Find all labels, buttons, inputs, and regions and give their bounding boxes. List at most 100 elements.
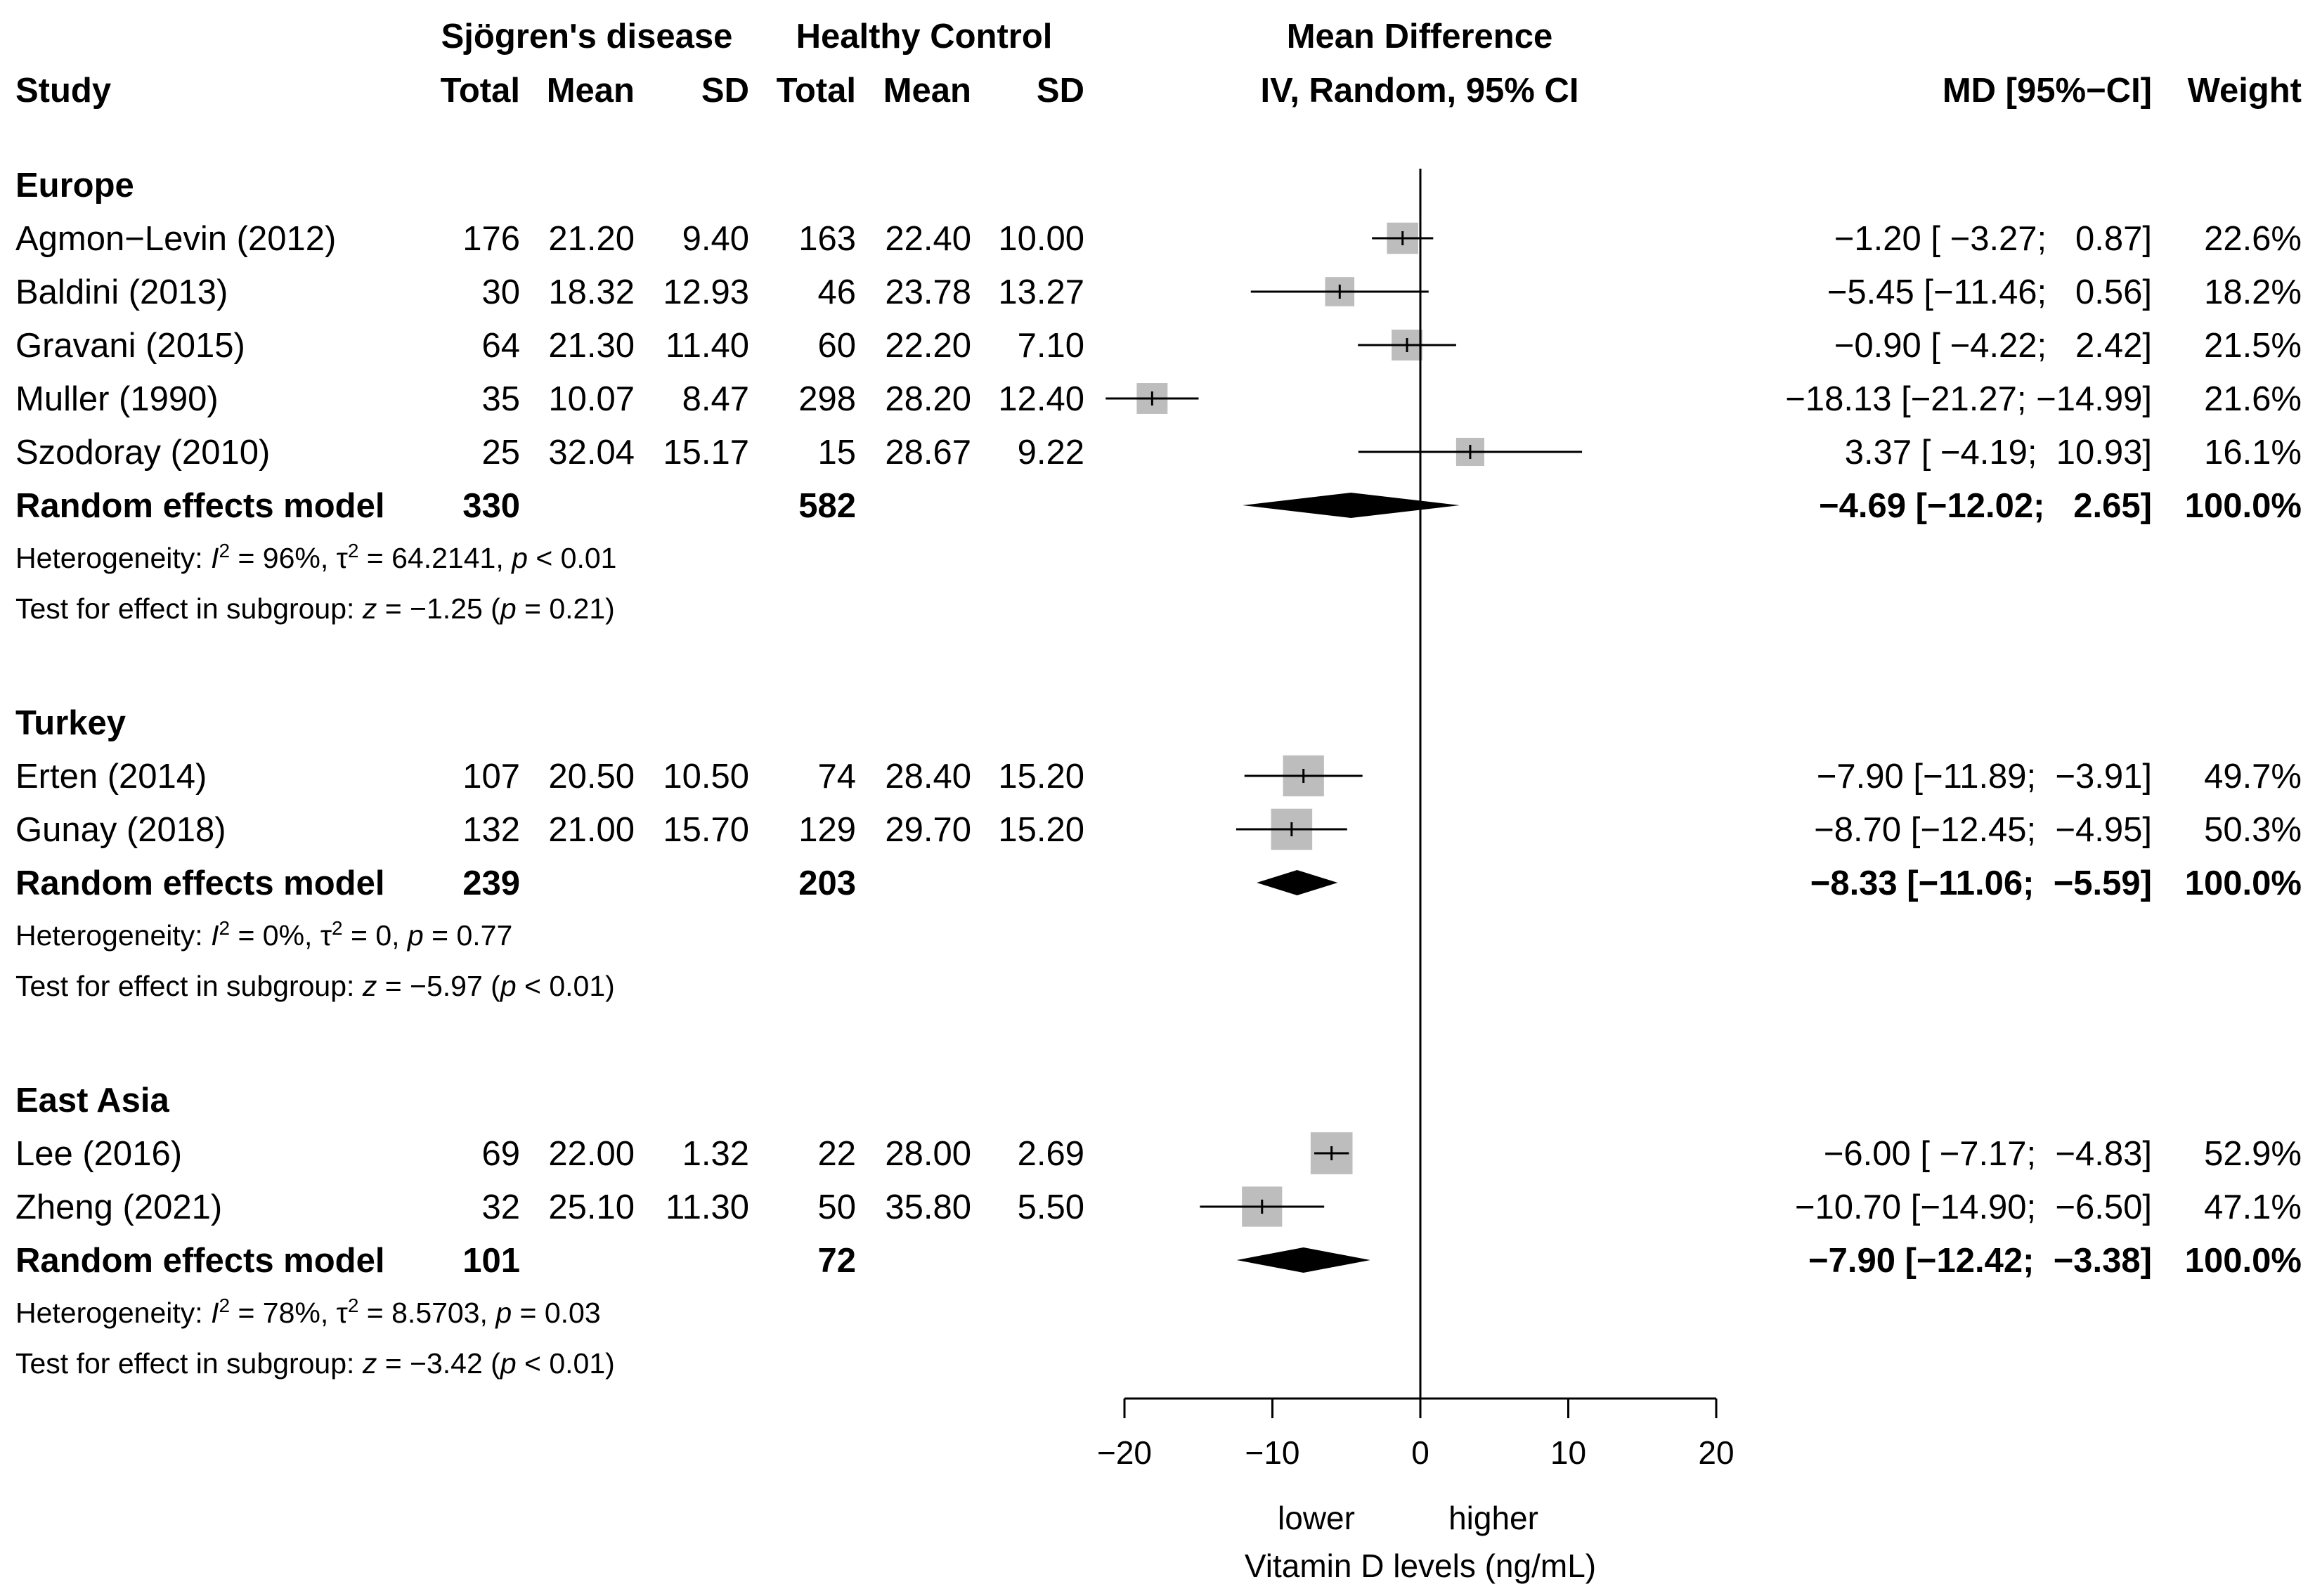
x-axis: −20 −10 0 10 20 lower higher Vitamin D levels (…: [1097, 169, 1734, 1584]
cell-sd2: 9.22: [1018, 434, 1084, 472]
cell-mean1: 18.32: [548, 273, 635, 311]
cell-total2: 50: [817, 1188, 856, 1226]
group-label: Turkey: [15, 704, 126, 742]
header-group1: Sjögren's disease: [441, 18, 733, 56]
cell-total2: 60: [817, 327, 856, 365]
cell-md-ci: −18.13 [−21.27; −14.99]: [1785, 380, 2152, 418]
cell-sd1: 9.40: [682, 220, 749, 258]
cell-mean2: 35.80: [885, 1188, 971, 1226]
cell-md-ci: −1.20 [ −3.27; 0.87]: [1834, 220, 2152, 258]
pooled-md-ci: −4.69 [−12.02; 2.65]: [1819, 487, 2152, 525]
pooled-weight: 100.0%: [2185, 487, 2302, 525]
pooled-weight: 100.0%: [2185, 1242, 2302, 1280]
study-name: Gunay (2018): [15, 811, 226, 849]
cell-sd1: 15.17: [663, 434, 749, 472]
pooled-weight: 100.0%: [2185, 864, 2302, 902]
cell-mean1: 21.20: [548, 220, 635, 258]
cell-total2: 46: [817, 273, 856, 311]
pooled-label: Random effects model: [15, 1242, 384, 1280]
cell-md-ci: −7.90 [−11.89; −3.91]: [1817, 758, 2152, 796]
header-effect-title: Mean Difference: [1287, 18, 1553, 56]
header-weight: Weight: [2188, 72, 2302, 110]
cell-md-ci: −5.45 [−11.46; 0.56]: [1827, 273, 2152, 311]
cell-sd2: 13.27: [998, 273, 1084, 311]
header-sd1: SD: [701, 72, 749, 110]
pooled-total2: 203: [798, 864, 856, 902]
cell-sd1: 12.93: [663, 273, 749, 311]
group-label: Europe: [15, 167, 134, 205]
header-mean2: Mean: [883, 72, 971, 110]
cell-sd1: 11.30: [666, 1188, 749, 1226]
heterogeneity-text: Heterogeneity: I2 = 78%, τ2 = 8.5703, p …: [15, 1295, 601, 1330]
cell-sd1: 8.47: [682, 380, 749, 418]
cell-md-ci: −10.70 [−14.90; −6.50]: [1795, 1188, 2152, 1226]
pooled-diamond: [1242, 493, 1460, 518]
cell-md-ci: −8.70 [−12.45; −4.95]: [1814, 811, 2152, 849]
cell-sd2: 15.20: [998, 758, 1084, 796]
header-mean1: Mean: [547, 72, 635, 110]
study-name: Agmon−Levin (2012): [15, 220, 336, 258]
cell-sd2: 7.10: [1018, 327, 1084, 365]
pooled-md-ci: −7.90 [−12.42; −3.38]: [1808, 1242, 2152, 1280]
cell-mean2: 28.20: [885, 380, 971, 418]
study-name: Gravani (2015): [15, 327, 245, 365]
pooled-label: Random effects model: [15, 487, 384, 525]
cell-sd1: 1.32: [682, 1135, 749, 1173]
pooled-diamond: [1257, 870, 1338, 895]
cell-mean2: 28.40: [885, 758, 971, 796]
pooled-total1: 239: [462, 864, 520, 902]
label-lower: lower: [1278, 1500, 1355, 1536]
cell-weight: 22.6%: [2204, 220, 2302, 258]
cell-mean2: 23.78: [885, 273, 971, 311]
cell-total1: 25: [481, 434, 520, 472]
cell-md-ci: −0.90 [ −4.22; 2.42]: [1834, 327, 2152, 365]
cell-weight: 21.6%: [2204, 380, 2302, 418]
pooled-total1: 101: [462, 1242, 520, 1280]
cell-mean1: 22.00: [548, 1135, 635, 1173]
pooled-total2: 72: [817, 1242, 856, 1280]
header-md-ci: MD [95%−CI]: [1943, 72, 2152, 110]
pooled-label: Random effects model: [15, 864, 384, 902]
cell-total1: 30: [481, 273, 520, 311]
cell-total2: 129: [798, 811, 856, 849]
x-tick-label: 10: [1550, 1434, 1586, 1471]
cell-md-ci: −6.00 [ −7.17; −4.83]: [1824, 1135, 2152, 1173]
cell-weight: 49.7%: [2204, 758, 2302, 796]
cell-total1: 107: [462, 758, 520, 796]
study-name: Lee (2016): [15, 1135, 182, 1173]
cell-total2: 298: [798, 380, 856, 418]
cell-mean1: 32.04: [548, 434, 635, 472]
cell-total2: 163: [798, 220, 856, 258]
cell-mean2: 29.70: [885, 811, 971, 849]
cell-total2: 74: [817, 758, 856, 796]
cell-total2: 22: [817, 1135, 856, 1173]
cell-weight: 18.2%: [2204, 273, 2302, 311]
pooled-total1: 330: [462, 487, 520, 525]
cell-sd1: 10.50: [663, 758, 749, 796]
header-group2: Healthy Control: [796, 18, 1053, 56]
cell-sd2: 10.00: [998, 220, 1084, 258]
cell-mean1: 25.10: [548, 1188, 635, 1226]
column-headers: Sjögren's disease Healthy Control Mean D…: [15, 18, 2302, 110]
x-axis-title: Vitamin D levels (ng/mL): [1245, 1548, 1596, 1584]
study-name: Erten (2014): [15, 758, 207, 796]
subgroup-test-text: Test for effect in subgroup: z = −3.42 (…: [15, 1347, 615, 1380]
cell-total1: 132: [462, 811, 520, 849]
study-name: Muller (1990): [15, 380, 219, 418]
study-name: Zheng (2021): [15, 1188, 222, 1226]
cell-mean1: 10.07: [548, 380, 635, 418]
header-total2: Total: [777, 72, 856, 110]
x-tick-label: −10: [1245, 1434, 1299, 1471]
cell-sd2: 12.40: [998, 380, 1084, 418]
cell-sd2: 15.20: [998, 811, 1084, 849]
header-sd2: SD: [1037, 72, 1084, 110]
cell-total2: 15: [817, 434, 856, 472]
forest-rows: Europe Agmon−Levin (2012) 176 21.20 9.40 163 2…: [15, 167, 2302, 1380]
cell-weight: 50.3%: [2204, 811, 2302, 849]
cell-mean2: 22.20: [885, 327, 971, 365]
pooled-md-ci: −8.33 [−11.06; −5.59]: [1810, 864, 2152, 902]
cell-mean1: 21.00: [548, 811, 635, 849]
cell-mean2: 22.40: [885, 220, 971, 258]
cell-weight: 47.1%: [2204, 1188, 2302, 1226]
